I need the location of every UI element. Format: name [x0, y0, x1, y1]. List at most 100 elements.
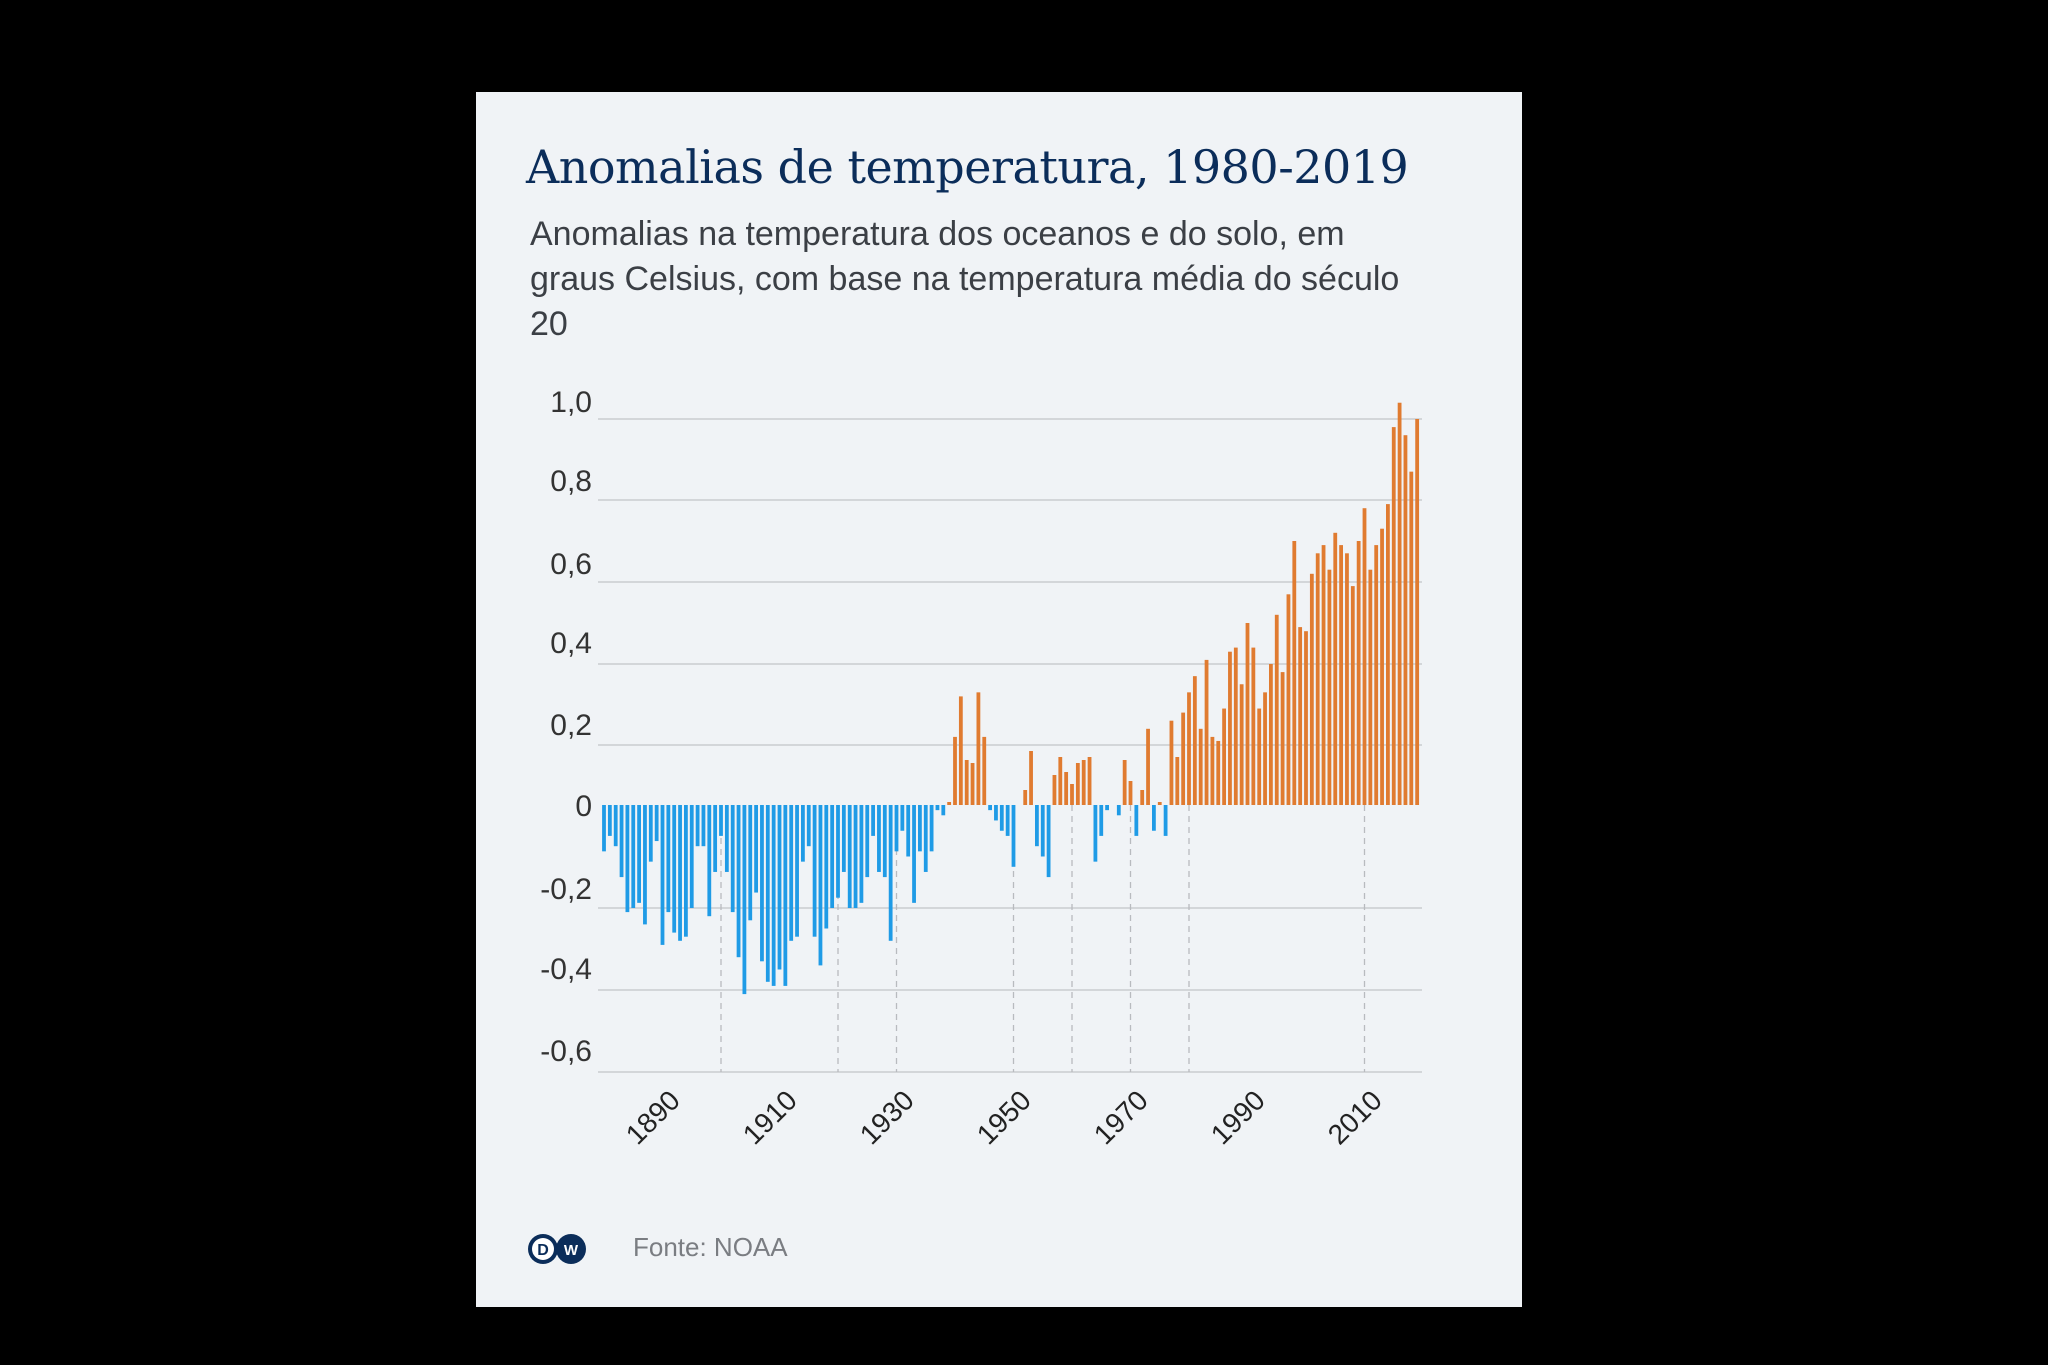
bar-1901 — [724, 805, 729, 872]
x-tick-label: 1950 — [971, 1084, 1037, 1150]
y-tick-label: 1,0 — [550, 386, 592, 419]
bar-1985 — [1216, 740, 1221, 805]
bar-1902 — [730, 805, 735, 913]
bar-1894 — [684, 805, 688, 937]
bar-1931 — [900, 805, 905, 831]
bar-1891 — [666, 805, 671, 913]
bar-1979 — [1181, 712, 1186, 805]
x-axis-ticks: 1890 1910 1930 1950 1970 1990 2010 — [620, 1084, 1388, 1150]
bar-1934 — [918, 805, 922, 852]
bar-1887 — [643, 805, 647, 925]
bar-1928 — [882, 805, 887, 878]
bar-1965 — [1099, 805, 1104, 836]
bar-1987 — [1228, 651, 1232, 805]
bar-1974 — [1152, 805, 1156, 831]
bar-1975 — [1157, 802, 1162, 805]
bar-1914 — [801, 805, 805, 862]
gridlines — [598, 418, 1422, 1073]
bar-1944 — [976, 692, 981, 805]
y-tick-label: -0,6 — [540, 1035, 592, 1068]
bar-2000 — [1304, 631, 1308, 805]
bar-1906 — [754, 805, 758, 893]
bar-1917 — [818, 805, 823, 966]
bar-1930 — [894, 805, 899, 852]
bar-1980 — [1187, 692, 1191, 805]
y-axis-ticks: 1,0 0,8 0,6 0,4 0,2 0 -0,2 -0,4 -0,6 — [540, 386, 592, 1068]
bar-1949 — [1005, 805, 1010, 836]
bar-1994 — [1269, 664, 1273, 805]
bar-1964 — [1093, 805, 1098, 862]
bar-1976 — [1163, 805, 1168, 836]
svg-text:D: D — [537, 1242, 549, 1259]
bar-1918 — [824, 805, 829, 929]
bar-1999 — [1298, 627, 1303, 805]
bar-1977 — [1169, 720, 1174, 805]
bar-1913 — [795, 805, 799, 937]
bar-1881 — [607, 805, 612, 836]
bar-1911 — [783, 805, 788, 986]
bar-1990 — [1245, 623, 1250, 805]
x-tick-label: 1970 — [1088, 1084, 1154, 1150]
bar-2011 — [1368, 569, 1373, 805]
bar-1946 — [988, 805, 992, 811]
y-tick-label: 0 — [575, 790, 592, 823]
bar-1942 — [964, 760, 969, 805]
bar-1943 — [970, 763, 975, 805]
bar-1933 — [912, 805, 916, 903]
bar-1971 — [1134, 805, 1139, 836]
bar-2007 — [1345, 553, 1349, 805]
bar-1910 — [777, 805, 782, 970]
bar-2001 — [1309, 573, 1314, 805]
bar-2003 — [1321, 545, 1326, 805]
bar-1973 — [1146, 728, 1150, 805]
bar-1912 — [789, 805, 794, 941]
bar-1984 — [1210, 736, 1215, 805]
bar-1952 — [1023, 790, 1028, 805]
bar-2013 — [1380, 528, 1384, 805]
bar-1958 — [1058, 757, 1063, 805]
bar-1893 — [678, 805, 682, 941]
bar-2014 — [1386, 504, 1390, 805]
y-tick-label: 0,2 — [550, 709, 592, 742]
bar-1907 — [760, 805, 764, 962]
bar-1956 — [1046, 805, 1051, 878]
y-tick-label: -0,4 — [540, 953, 592, 986]
bar-1945 — [982, 736, 987, 805]
bar-2019 — [1415, 419, 1420, 805]
bar-1882 — [613, 805, 618, 847]
bar-1955 — [1040, 805, 1045, 857]
bar-1900 — [719, 805, 723, 836]
bar-1989 — [1239, 684, 1244, 805]
bar-1892 — [672, 805, 677, 933]
bar-1915 — [806, 805, 811, 847]
bar-1908 — [765, 805, 770, 982]
x-tick-label: 1910 — [737, 1084, 803, 1150]
bar-1941 — [958, 696, 963, 805]
bar-1884 — [625, 805, 630, 913]
bar-1890 — [660, 805, 665, 945]
y-tick-label: 0,6 — [550, 548, 592, 581]
bar-2008 — [1350, 586, 1355, 805]
bar-1935 — [923, 805, 928, 872]
bar-1889 — [654, 805, 659, 842]
bar-2015 — [1391, 427, 1396, 805]
bar-1925 — [865, 805, 870, 878]
bar-1972 — [1140, 790, 1145, 805]
bar-1959 — [1064, 772, 1069, 805]
bar-1954 — [1035, 805, 1039, 847]
bar-1909 — [771, 805, 776, 986]
bar-1997 — [1286, 594, 1291, 805]
bar-1880 — [602, 805, 606, 852]
bar-1920 — [836, 805, 840, 898]
bar-1888 — [648, 805, 653, 862]
bar-1896 — [695, 805, 700, 847]
y-tick-label: 0,8 — [550, 465, 592, 498]
bar-1885 — [631, 805, 636, 908]
x-tick-label: 1930 — [854, 1084, 920, 1150]
bar-1932 — [906, 805, 911, 857]
bar-2012 — [1374, 545, 1379, 805]
bar-1948 — [999, 805, 1004, 831]
bar-2010 — [1362, 508, 1367, 805]
bar-1898 — [707, 805, 712, 917]
bar-1983 — [1204, 659, 1209, 805]
